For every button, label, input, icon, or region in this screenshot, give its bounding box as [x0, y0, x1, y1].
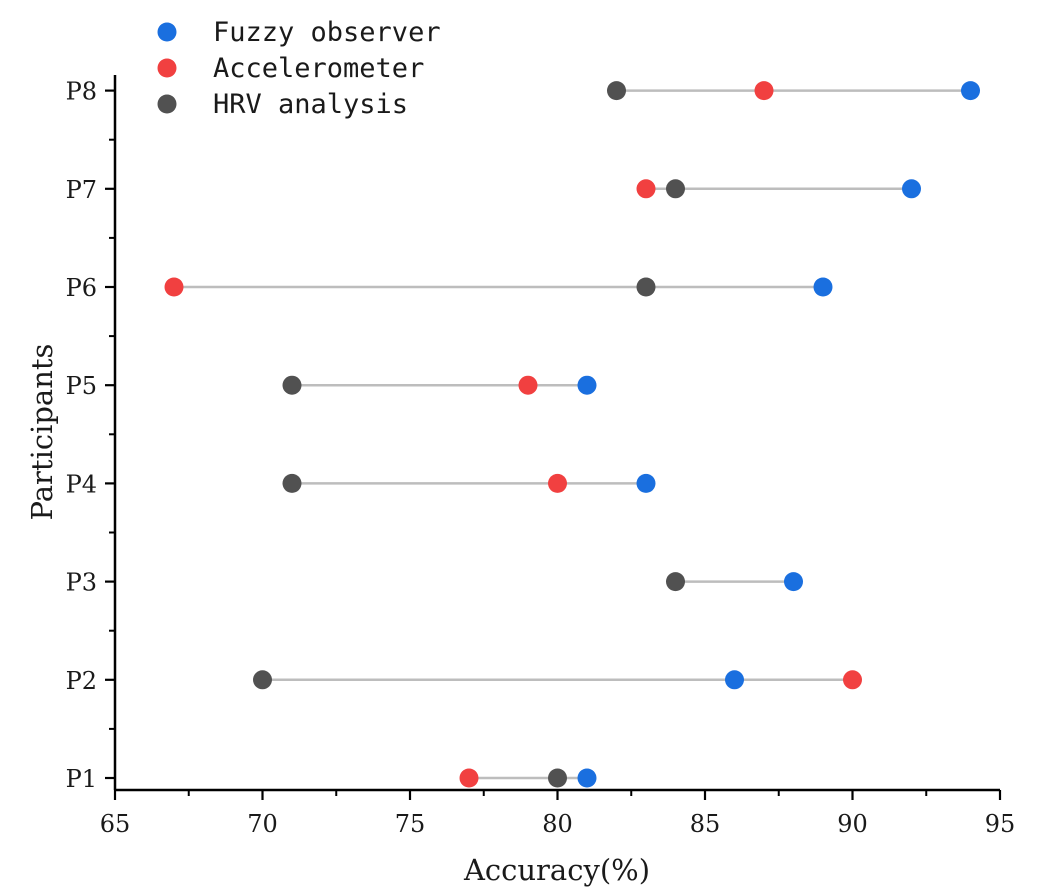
data-point: [459, 768, 479, 788]
y-tick-label: P8: [66, 78, 97, 106]
data-point: [725, 670, 744, 690]
x-axis-title: Accuracy(%): [463, 853, 650, 887]
connector-lines: [174, 89, 971, 780]
x-axis-ticks: 65 70 75 80 85 90 95: [100, 790, 1016, 838]
x-tick-label: 90: [837, 810, 868, 838]
legend-label: HRV analysis: [213, 89, 408, 120]
data-point: [164, 277, 184, 297]
x-tick-label: 95: [985, 810, 1016, 838]
y-axis-title: Participants: [25, 344, 59, 521]
x-tick-label: 65: [100, 810, 131, 838]
x-tick-label: 70: [247, 810, 278, 838]
legend-marker: [157, 58, 177, 78]
x-tick-label: 85: [690, 810, 721, 838]
data-point: [548, 473, 567, 493]
legend-marker: [157, 94, 177, 114]
legend-label: Accelerometer: [213, 53, 424, 84]
data-point: [282, 473, 302, 493]
axes: [113, 75, 1000, 792]
y-tick-label: P3: [66, 569, 97, 597]
legend-marker: [157, 22, 177, 42]
data-point: [282, 375, 302, 395]
y-tick-label: P1: [66, 765, 97, 793]
y-tick-label: P4: [66, 470, 97, 498]
data-point: [813, 277, 833, 297]
data-point: [666, 572, 685, 592]
data-point: [607, 81, 626, 101]
data-point: [754, 81, 774, 101]
x-tick-label: 80: [542, 810, 573, 838]
legend: Fuzzy observer Accelerometer HRV analysis: [157, 17, 441, 120]
data-point: [961, 81, 980, 101]
data-point: [843, 670, 862, 690]
data-point: [636, 473, 656, 493]
data-points: [164, 81, 980, 788]
y-axis-ticks: P1 P2 P3 P4 P5 P6 P7 P8: [66, 78, 115, 793]
y-tick-label: P7: [66, 176, 97, 204]
y-tick-label: P6: [66, 274, 97, 302]
data-point: [784, 572, 803, 592]
data-point: [666, 179, 685, 199]
y-tick-label: P2: [66, 667, 97, 695]
data-point: [636, 179, 656, 199]
data-point: [902, 179, 921, 199]
data-point: [548, 768, 567, 788]
data-point: [518, 375, 538, 395]
legend-label: Fuzzy observer: [213, 17, 441, 48]
x-tick-label: 75: [395, 810, 426, 838]
data-point: [577, 768, 597, 788]
data-point: [577, 375, 597, 395]
data-point: [636, 277, 656, 297]
y-tick-label: P5: [66, 372, 97, 400]
data-point: [253, 670, 272, 690]
